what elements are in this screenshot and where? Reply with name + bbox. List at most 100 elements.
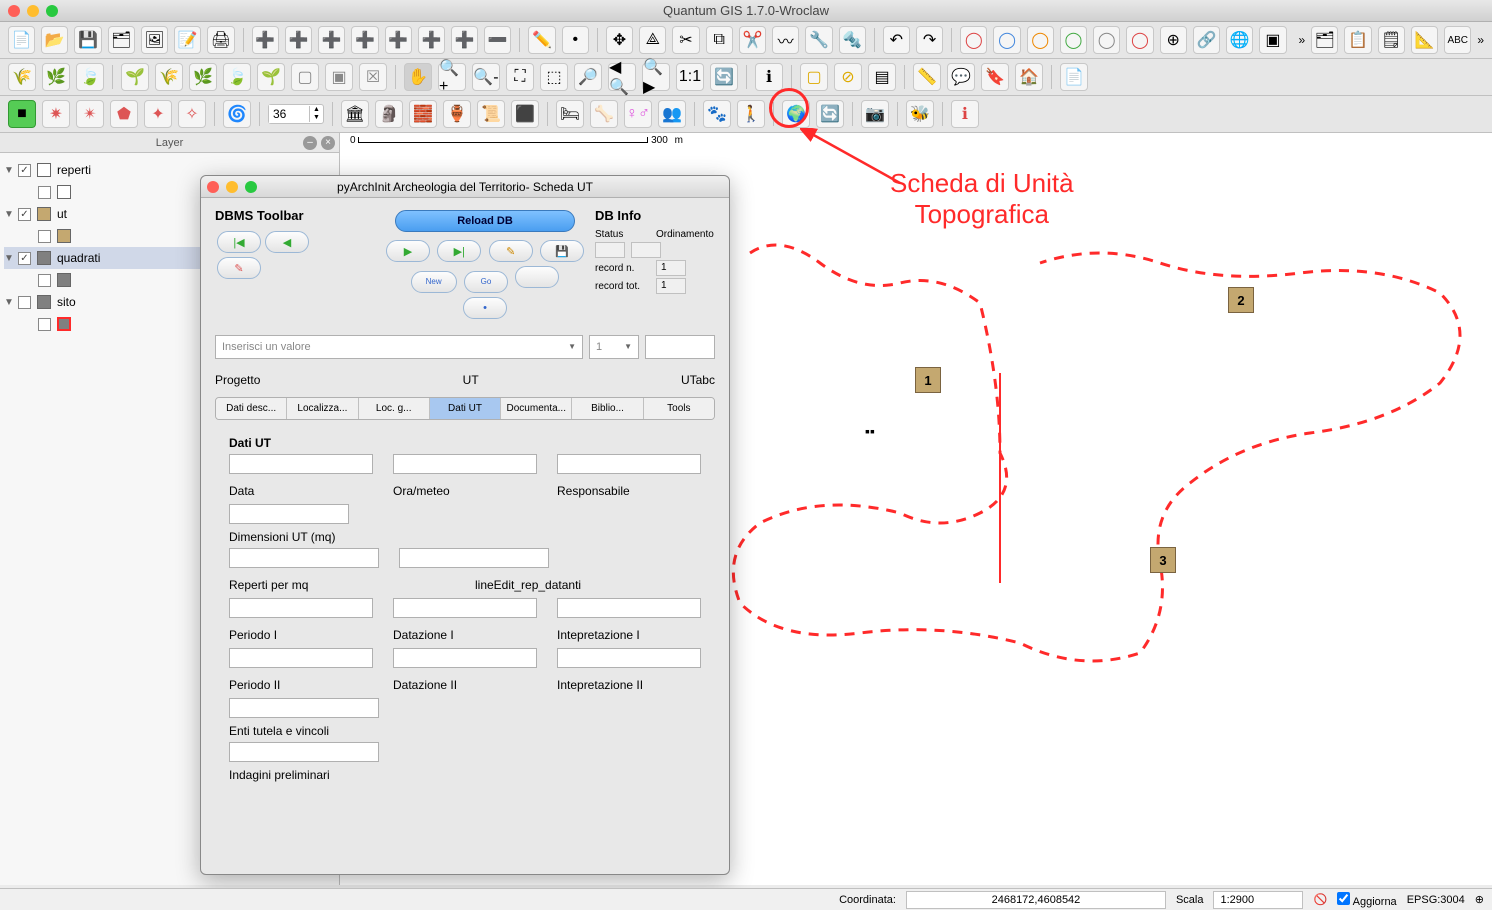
move-icon[interactable]: ✥ [606, 26, 633, 54]
remove-layer-icon[interactable]: ➖ [484, 26, 511, 54]
dlg-close-icon[interactable] [207, 181, 219, 193]
t-misc3-icon[interactable]: 🗒 [1378, 26, 1405, 54]
edit-btn[interactable]: ✎ [489, 240, 533, 262]
zoom-sel-icon[interactable]: ⬚ [540, 63, 568, 91]
sel-yellow-icon[interactable]: ▢ [800, 63, 828, 91]
child-checkbox[interactable] [38, 274, 51, 287]
spiral-icon[interactable]: 🌀 [223, 100, 251, 128]
merge-icon[interactable]: ⧉ [706, 26, 733, 54]
expand-icon[interactable]: ▼ [4, 297, 14, 308]
spin-down-icon[interactable]: ▼ [310, 114, 323, 122]
grass10-icon[interactable]: ▣ [325, 63, 353, 91]
layer-checkbox[interactable]: ✓ [18, 252, 31, 265]
layer-checkbox[interactable]: ✓ [18, 208, 31, 221]
arch2-icon[interactable]: 🗿 [375, 100, 403, 128]
camera-icon[interactable]: 📷 [861, 100, 889, 128]
aggiorna-check[interactable]: Aggiorna [1337, 892, 1397, 908]
panel-dock-icon[interactable]: – [303, 136, 317, 150]
prev-btn[interactable]: ◀ [265, 231, 309, 253]
dim-input1[interactable] [229, 548, 379, 568]
rep2[interactable] [393, 598, 537, 618]
map-marker-2[interactable]: 2 [1228, 287, 1254, 313]
sel-globe-icon[interactable]: 🌐 [1226, 26, 1253, 54]
enti-input[interactable] [229, 742, 379, 762]
dlg-zoom-icon[interactable] [245, 181, 257, 193]
shape5-icon[interactable]: ✦ [144, 100, 172, 128]
scale-input[interactable] [1213, 891, 1303, 909]
layer-name[interactable]: ut [57, 207, 67, 221]
first-btn[interactable]: |◀ [217, 231, 261, 253]
panel-close-icon[interactable]: × [321, 136, 335, 150]
grass1-icon[interactable]: 🌾 [8, 63, 36, 91]
undo-icon[interactable]: ↶ [883, 26, 910, 54]
child-checkbox[interactable] [38, 230, 51, 243]
grass3-icon[interactable]: 🍃 [76, 63, 104, 91]
valore-combo[interactable]: Inserisci un valore▼ [215, 335, 583, 359]
coord-input[interactable] [906, 891, 1166, 909]
refresh-icon[interactable]: 🔄 [710, 63, 738, 91]
tab-5[interactable]: Biblio... [572, 398, 643, 419]
zoom-layer-icon[interactable]: 🔎 [574, 63, 602, 91]
p1c[interactable] [557, 648, 701, 668]
edit-icon[interactable]: 📝 [174, 26, 201, 54]
zoom-in-icon[interactable]: 🔍+ [438, 63, 466, 91]
grass8-icon[interactable]: 🌱 [257, 63, 285, 91]
grass9-icon[interactable]: ▢ [291, 63, 319, 91]
layer-name[interactable]: reperti [57, 163, 91, 177]
child-checkbox[interactable] [38, 318, 51, 331]
action1-btn[interactable]: ✎ [217, 257, 261, 279]
arch8-icon[interactable]: 🦴 [590, 100, 618, 128]
shape1-icon[interactable]: ■ [8, 100, 36, 128]
scheda-ut-icon[interactable]: 🚶 [737, 100, 765, 128]
play-btn[interactable]: ▶ [386, 240, 430, 262]
arch1-icon[interactable]: 🏛 [341, 100, 369, 128]
more-icon[interactable]: » [1299, 33, 1306, 47]
t-abc-icon[interactable]: ABC [1444, 26, 1471, 54]
zoom-next-icon[interactable]: 🔍▶ [642, 63, 670, 91]
sel-orange-icon[interactable]: ◯ [1027, 26, 1054, 54]
last-btn[interactable]: ▶| [437, 240, 481, 262]
go-btn[interactable]: Go [464, 271, 508, 293]
new-file-icon[interactable]: 📄 [8, 26, 35, 54]
extra-input[interactable] [645, 335, 715, 359]
sel-gray-icon[interactable]: ◯ [1093, 26, 1120, 54]
arch6-icon[interactable]: ⬛ [511, 100, 539, 128]
p1a[interactable] [229, 648, 373, 668]
measure-icon[interactable]: 📏 [913, 63, 941, 91]
cut-icon[interactable]: ✂️ [739, 26, 766, 54]
arch11-icon[interactable]: 🐾 [703, 100, 731, 128]
close-icon[interactable] [8, 5, 20, 17]
map-marker-1[interactable]: 1 [915, 367, 941, 393]
zoom-full-icon[interactable]: ⛶ [506, 63, 534, 91]
zoom-last-icon[interactable]: ◀🔍 [608, 63, 636, 91]
more2-icon[interactable]: » [1477, 33, 1484, 47]
tab-4[interactable]: Documenta... [501, 398, 572, 419]
grass2-icon[interactable]: 🌿 [42, 63, 70, 91]
sync-icon[interactable]: 🔄 [816, 100, 844, 128]
reshape-icon[interactable]: 〰 [772, 26, 799, 54]
new-doc-icon[interactable]: 📄 [1060, 63, 1088, 91]
add-db2-icon[interactable]: ➕ [351, 26, 378, 54]
arch5-icon[interactable]: 📜 [477, 100, 505, 128]
spinner-input[interactable] [269, 105, 309, 123]
arch9-icon[interactable]: ♀♂ [624, 100, 652, 128]
t-misc1-icon[interactable]: 🗂 [1311, 26, 1338, 54]
expand-icon[interactable]: ▼ [4, 209, 14, 220]
t-misc4-icon[interactable]: 📐 [1411, 26, 1438, 54]
blank1-btn[interactable] [515, 266, 559, 288]
reload-db-button[interactable]: Reload DB [395, 210, 575, 232]
minimize-icon[interactable] [27, 5, 39, 17]
sel-green-icon[interactable]: ◯ [1060, 26, 1087, 54]
sel-tri-icon[interactable]: ▣ [1259, 26, 1286, 54]
tab-0[interactable]: Dati desc... [216, 398, 287, 419]
info-icon[interactable]: ℹ [951, 100, 979, 128]
p2a[interactable] [229, 698, 379, 718]
p1b[interactable] [393, 648, 537, 668]
layer-name[interactable]: sito [57, 295, 76, 309]
map-marker-3[interactable]: 3 [1150, 547, 1176, 573]
globe2-icon[interactable]: 🌍 [782, 100, 810, 128]
save-btn[interactable]: 💾 [540, 240, 584, 262]
redo-icon[interactable]: ↷ [916, 26, 943, 54]
shape2-icon[interactable]: ✷ [42, 100, 70, 128]
image-icon[interactable]: 🖼 [141, 26, 168, 54]
